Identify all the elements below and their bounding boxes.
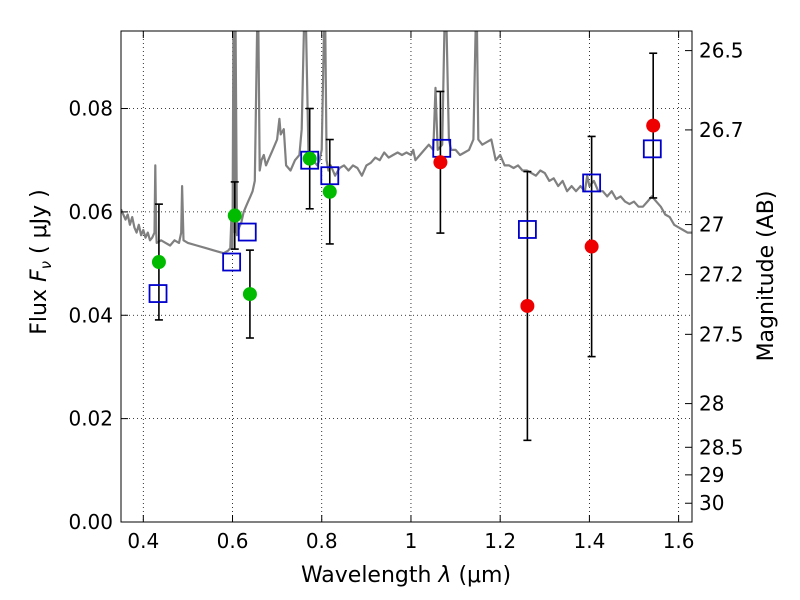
magnitude-axis: 26.5 26.7 27 27.2 27.5 28 28.5 29 30 <box>685 39 744 515</box>
y-axis: 0.00 0.02 0.04 0.06 0.08 <box>68 97 128 534</box>
magnitude-axis-label: Magnitude (AB) <box>754 191 779 362</box>
model-band-square <box>320 166 340 186</box>
model-band-square <box>148 284 168 303</box>
magnitude-tick-label: 29 <box>699 463 724 487</box>
y-tick-label: 0.08 <box>68 97 113 121</box>
x-axis-label: Wavelength λ (μm) <box>301 563 511 588</box>
photometry-point <box>242 287 257 302</box>
y-axis-label-subscript: ν <box>37 261 55 269</box>
magnitude-tick-label: 28 <box>699 392 724 416</box>
magnitude-tick-label: 27.2 <box>699 263 744 287</box>
photometry-point <box>584 239 599 254</box>
x-tick-label: 0.8 <box>306 529 338 553</box>
model-band-square <box>237 222 257 242</box>
photometry-point <box>302 151 317 166</box>
x-tick-label: 1 <box>405 529 418 553</box>
photometry-point <box>520 298 535 313</box>
magnitude-tick-label: 26.7 <box>699 118 744 142</box>
y-tick-label: 0.02 <box>68 407 113 431</box>
y-axis-label-text: Flux <box>27 282 52 335</box>
model-band-square <box>517 220 537 239</box>
photometry-point <box>227 208 242 223</box>
x-axis: 0.4 0.6 0.8 1 1.2 1.4 1.6 <box>127 31 695 553</box>
y-axis-label-unit: ( μJy ) <box>27 189 52 261</box>
magnitude-tick-label: 30 <box>699 491 724 515</box>
magnitude-tick-label: 26.5 <box>699 39 744 63</box>
model-spectrum-line <box>121 31 692 255</box>
model-band-square <box>642 139 662 159</box>
x-tick-label: 0.4 <box>127 529 159 553</box>
model-band-square <box>582 173 602 193</box>
x-tick-label: 1.4 <box>573 529 605 553</box>
y-tick-label: 0.00 <box>68 510 113 534</box>
magnitude-tick-label: 28.5 <box>699 435 744 459</box>
x-axis-label-text: Wavelength <box>301 563 439 588</box>
photometry-point <box>433 155 448 170</box>
x-tick-label: 1.6 <box>663 529 695 553</box>
photometry-point <box>322 184 337 199</box>
model-spectrum-layer <box>121 31 692 255</box>
data-points-layer <box>148 52 662 442</box>
y-tick-label: 0.04 <box>68 303 113 327</box>
model-band-square <box>222 252 242 272</box>
magnitude-tick-label: 27 <box>699 213 724 237</box>
x-axis-label-symbol: λ <box>437 563 451 588</box>
plot-frame <box>120 30 693 523</box>
magnitude-tick-label: 27.5 <box>699 322 744 346</box>
y-tick-label: 0.06 <box>68 200 113 224</box>
photometry-point <box>646 118 661 133</box>
x-axis-label-unit: (μm) <box>451 563 511 588</box>
x-tick-label: 0.6 <box>217 529 249 553</box>
x-tick-label: 1.2 <box>484 529 516 553</box>
photometry-point <box>151 255 166 270</box>
y-axis-label-symbol: F <box>27 269 52 282</box>
y-axis-label: Flux Fν ( μJy ) <box>27 189 55 334</box>
